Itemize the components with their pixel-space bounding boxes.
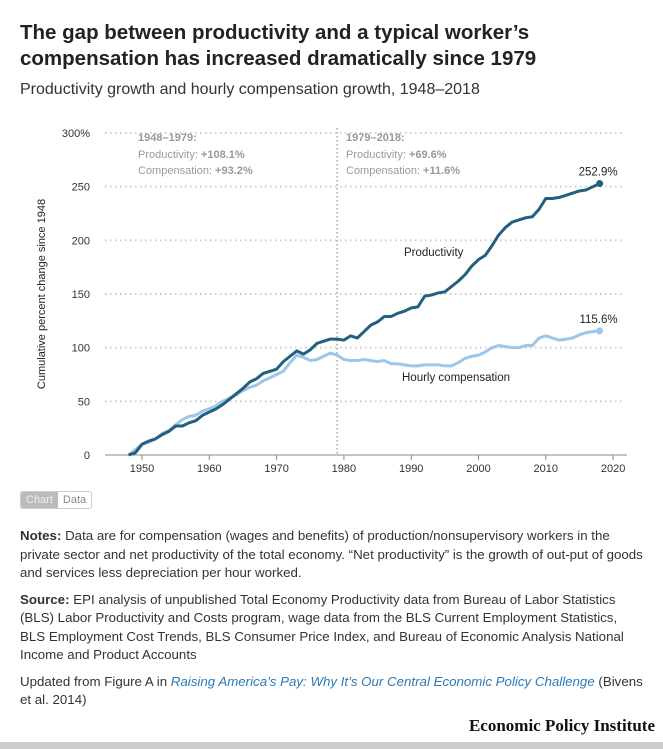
data-tab[interactable]: Data bbox=[57, 492, 92, 508]
y-tick-label: 250 bbox=[72, 182, 90, 194]
end-point bbox=[596, 327, 604, 335]
annotation-period: 1948–1979: bbox=[138, 132, 197, 144]
annotation-period: 1979–2018: bbox=[346, 132, 405, 144]
series-label-compensation: Hourly compensation bbox=[402, 372, 510, 384]
y-tick-label: 50 bbox=[78, 396, 90, 408]
x-tick-label: 1960 bbox=[197, 463, 221, 475]
end-point bbox=[596, 180, 604, 188]
annotation-productivity: Productivity: +108.1% bbox=[138, 149, 245, 161]
annotation-compensation: Compensation: +93.2% bbox=[138, 165, 253, 177]
x-tick-label: 2020 bbox=[601, 463, 625, 475]
end-label: 115.6% bbox=[579, 314, 617, 326]
series-line-hourly-compensation bbox=[127, 329, 600, 457]
notes-section: Notes: Data are for compensation (wages … bbox=[20, 527, 645, 718]
notes: Notes: Data are for compensation (wages … bbox=[20, 528, 643, 580]
chart-subtitle: Productivity growth and hourly compensat… bbox=[20, 81, 480, 98]
y-tick-label: 0 bbox=[84, 450, 90, 462]
x-tick-label: 2010 bbox=[534, 463, 558, 475]
updated-from: Updated from Figure A in Raising America… bbox=[20, 673, 643, 708]
y-tick-label: 100 bbox=[72, 343, 90, 355]
annotation-compensation: Compensation: +11.6% bbox=[346, 165, 460, 177]
y-tick-label: 150 bbox=[72, 289, 90, 301]
bottom-bar bbox=[0, 742, 663, 749]
x-tick-label: 1990 bbox=[399, 463, 423, 475]
report-link[interactable]: Raising America’s Pay: Why It’s Our Cent… bbox=[170, 673, 595, 689]
x-tick-label: 1950 bbox=[130, 463, 154, 475]
series-label-productivity: Productivity bbox=[404, 247, 464, 259]
line-chart: 0 50 100 150 200 250 300% 1950 1960 1970 1980 1990 2… bbox=[36, 128, 627, 475]
view-toggle[interactable]: Chart Data bbox=[20, 491, 93, 509]
chart-tab[interactable]: Chart bbox=[21, 492, 58, 508]
annotation-productivity: Productivity: +69.6% bbox=[346, 149, 447, 161]
epi-logo: Economic Policy Institute bbox=[468, 716, 655, 735]
x-tick-label: 1970 bbox=[264, 463, 288, 475]
y-tick-label: 300% bbox=[62, 128, 90, 140]
source: Source: EPI analysis of unpublished Tota… bbox=[20, 591, 624, 663]
chart-title: The gap between productivity and a typic… bbox=[20, 21, 537, 70]
x-tick-label: 1980 bbox=[332, 463, 356, 475]
end-label: 252.9% bbox=[579, 167, 618, 179]
series-line-productivity bbox=[128, 182, 601, 457]
x-tick-label: 2000 bbox=[466, 463, 490, 475]
y-tick-label: 200 bbox=[72, 235, 90, 247]
y-axis-label: Cumulative percent change since 1948 bbox=[36, 199, 48, 389]
